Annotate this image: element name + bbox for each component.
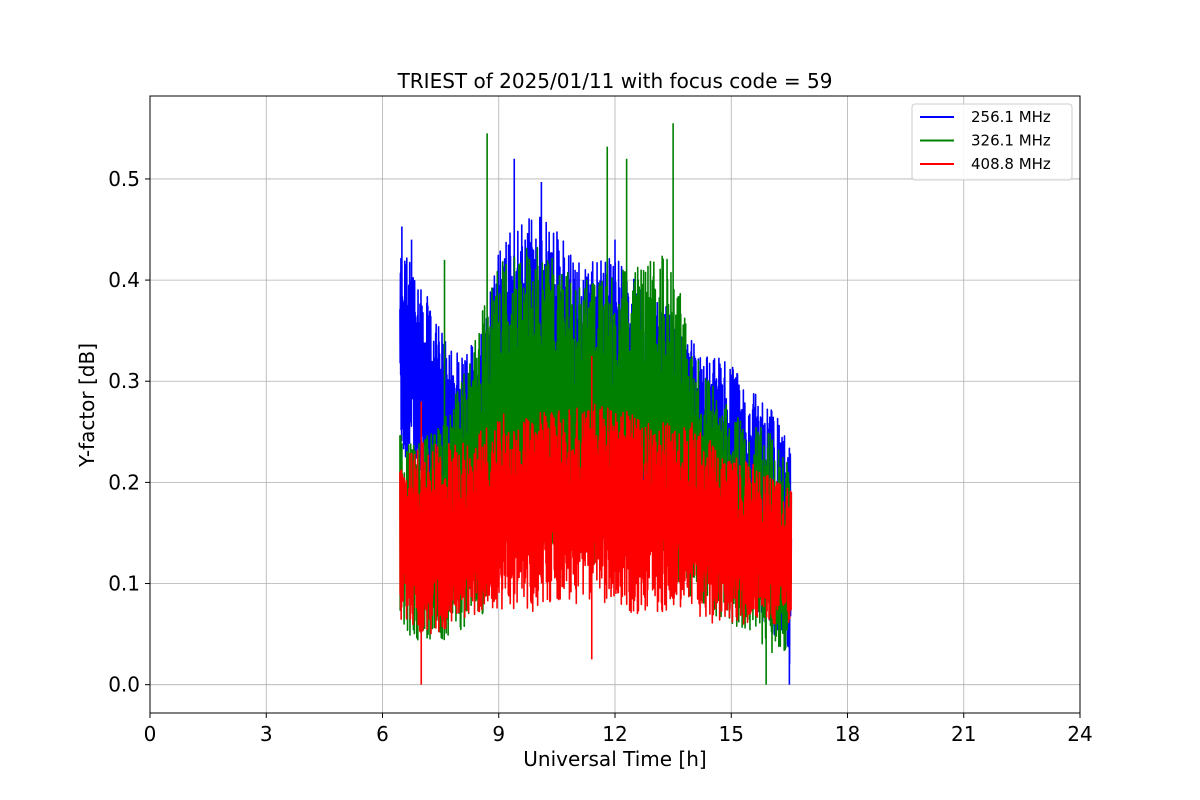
x-tick-label: 15	[719, 722, 744, 746]
x-tick-label: 18	[835, 722, 860, 746]
y-tick-label: 0.4	[108, 268, 140, 292]
y-tick-label: 0.2	[108, 470, 140, 494]
legend-label-1: 326.1 MHz	[971, 132, 1051, 150]
legend-box	[911, 103, 1073, 181]
y-tick-label: 0.3	[108, 369, 140, 393]
x-axis-label: Universal Time [h]	[523, 747, 706, 771]
y-tick-label: 0.1	[108, 572, 140, 596]
chart-title: TRIEST of 2025/01/11 with focus code = 5…	[397, 69, 833, 93]
x-tick-label: 24	[1067, 722, 1092, 746]
series-line-1	[399, 123, 793, 685]
x-tick-label: 3	[260, 722, 273, 746]
data-layer	[399, 123, 793, 685]
y-ticks: 0.0 0.1 0.2 0.3 0.4 0.5	[108, 167, 150, 697]
legend: 256.1 MHz 326.1 MHz 408.8 MHz	[911, 103, 1073, 181]
series-line-2	[399, 355, 793, 685]
x-tick-label: 12	[602, 722, 627, 746]
x-tick-label: 0	[144, 722, 157, 746]
legend-label-0: 256.1 MHz	[971, 108, 1051, 126]
x-tick-label: 9	[492, 722, 505, 746]
x-tick-label: 21	[951, 722, 976, 746]
y-axis-label: Y-factor [dB]	[75, 343, 99, 468]
x-ticks: 0 3 6 9 12 15 18 21 24	[144, 713, 1093, 746]
x-tick-label: 6	[376, 722, 389, 746]
y-tick-label: 0.5	[108, 167, 140, 191]
y-tick-label: 0.0	[108, 673, 140, 697]
legend-label-2: 408.8 MHz	[971, 155, 1051, 173]
